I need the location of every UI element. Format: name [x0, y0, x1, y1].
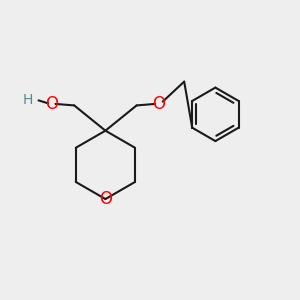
- Text: O: O: [99, 190, 112, 208]
- Text: O: O: [152, 95, 165, 113]
- Text: O: O: [45, 95, 58, 113]
- Text: H: H: [23, 93, 33, 107]
